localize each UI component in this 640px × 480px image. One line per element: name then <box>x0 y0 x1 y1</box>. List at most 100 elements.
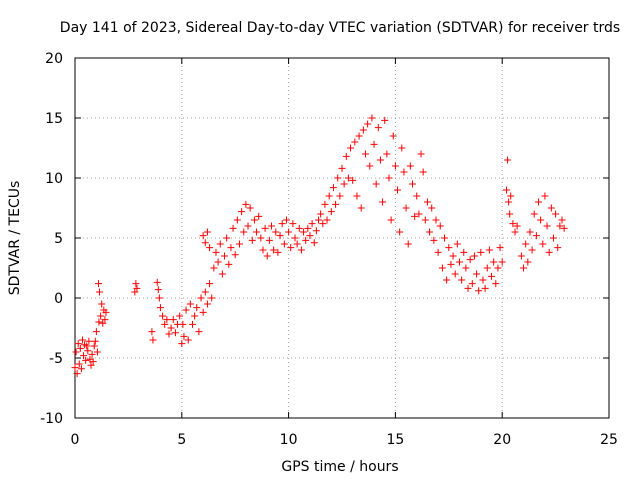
x-tick-label: 25 <box>600 432 618 448</box>
data-point <box>492 280 500 288</box>
data-point <box>212 248 220 256</box>
data-point <box>159 312 167 320</box>
y-tick-label: 20 <box>45 51 63 67</box>
data-point <box>419 168 427 176</box>
data-point <box>91 337 99 345</box>
data-point <box>479 276 487 284</box>
data-point <box>541 192 549 200</box>
data-point <box>532 232 540 240</box>
data-point <box>494 264 502 272</box>
data-point <box>223 234 231 242</box>
data-point <box>83 342 91 350</box>
y-tick-label: -10 <box>40 411 63 427</box>
data-point <box>312 227 320 235</box>
data-point <box>216 240 224 248</box>
data-point <box>468 280 476 288</box>
data-point <box>97 312 105 320</box>
data-point <box>227 244 235 252</box>
data-point <box>434 248 442 256</box>
data-point <box>90 342 98 350</box>
data-point <box>184 336 192 344</box>
data-point <box>430 236 438 244</box>
data-point <box>460 248 468 256</box>
data-point <box>253 228 261 236</box>
data-point <box>389 132 397 140</box>
data-point <box>481 284 489 292</box>
data-point <box>195 328 203 336</box>
data-point <box>289 220 297 228</box>
y-tick-label: 5 <box>54 231 63 247</box>
data-point <box>372 180 380 188</box>
data-point <box>539 240 547 248</box>
data-point <box>287 244 295 252</box>
data-point <box>96 288 104 296</box>
data-point <box>455 258 463 266</box>
data-point <box>94 280 102 288</box>
data-point <box>547 204 555 212</box>
x-axis-label: GPS time / hours <box>281 459 398 475</box>
data-point <box>490 258 498 266</box>
axis-ticks: 0 5 10 15 20 25 -10 -5 0 5 10 15 20 <box>40 51 618 448</box>
data-point <box>327 208 335 216</box>
data-point <box>344 174 352 182</box>
data-point <box>319 220 327 228</box>
data-point <box>432 216 440 224</box>
data-point <box>246 204 254 212</box>
chart-title: Day 141 of 2023, Sidereal Day-to-day VTE… <box>60 20 620 36</box>
data-point <box>513 222 521 230</box>
data-point <box>404 240 412 248</box>
data-point <box>535 198 543 206</box>
data-point <box>458 276 466 284</box>
data-point <box>329 184 337 192</box>
data-point <box>242 200 250 208</box>
data-point <box>520 264 528 272</box>
data-point <box>154 286 162 294</box>
data-point <box>379 198 387 206</box>
data-point <box>558 216 566 224</box>
data-point <box>443 276 451 284</box>
data-point <box>229 224 237 232</box>
data-point <box>101 316 109 324</box>
data-point <box>244 222 252 230</box>
y-tick-label: 0 <box>54 291 63 307</box>
data-point <box>280 240 288 248</box>
data-point <box>92 328 100 336</box>
data-point <box>304 224 312 232</box>
data-point <box>78 336 86 344</box>
data-point <box>436 222 444 230</box>
data-point <box>255 212 263 220</box>
data-point <box>462 264 470 272</box>
data-point <box>477 248 485 256</box>
data-point <box>272 228 280 236</box>
data-point <box>560 224 568 232</box>
data-point <box>394 186 402 194</box>
data-point <box>449 252 457 260</box>
data-point <box>297 246 305 254</box>
data-point <box>182 306 190 314</box>
data-point <box>426 228 434 236</box>
data-point <box>549 234 557 242</box>
data-point <box>73 370 81 378</box>
data-point <box>176 312 184 320</box>
data-point <box>332 200 340 208</box>
data-point <box>193 304 201 312</box>
data-point <box>99 319 107 327</box>
data-point <box>231 251 239 259</box>
data-point <box>238 208 246 216</box>
data-point <box>447 260 455 268</box>
data-point <box>488 272 496 280</box>
data-point <box>464 284 472 292</box>
data-point <box>473 270 481 278</box>
data-point <box>552 210 560 218</box>
data-point <box>351 138 359 146</box>
data-point <box>295 224 303 232</box>
data-point <box>556 222 564 230</box>
data-point <box>165 330 173 338</box>
data-point <box>496 244 504 252</box>
data-point <box>149 336 157 344</box>
data-point <box>265 236 273 244</box>
data-point <box>199 308 207 316</box>
data-point <box>364 120 372 128</box>
data-point <box>82 356 90 364</box>
y-axis-label: SDTVAR / TECUs <box>7 181 23 296</box>
